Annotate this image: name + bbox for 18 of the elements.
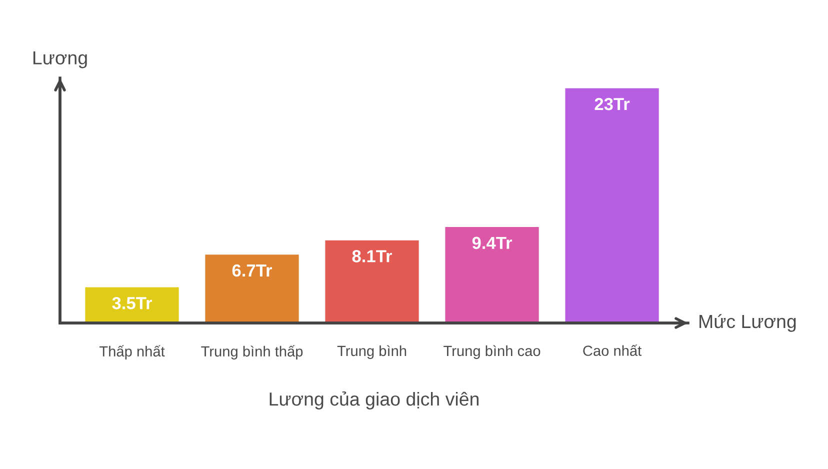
x-tick-label: Trung bình thấp [201,345,303,360]
x-tick-label: Trung bình [337,345,406,359]
x-tick-label: Thấp nhất [100,345,165,360]
bar [85,287,179,323]
x-axis-title: Mức Lương [700,314,796,332]
bar [205,254,299,323]
data-label: 9.4Tr [472,236,512,250]
data-label: 3.5Tr [112,297,152,310]
data-label: 23Tr [594,98,630,110]
data-label: 8.1Tr [352,250,392,262]
x-tick-label: Cao nhất [583,344,642,356]
bar [445,227,539,323]
bar [325,240,419,323]
text: Lương của giao dịch viên [270,391,479,410]
x-tick-label: Trung bình cao [444,345,540,359]
data-label: 6.7Tr [232,264,272,277]
y-axis-title: Lương [33,51,87,68]
bar [565,88,659,323]
